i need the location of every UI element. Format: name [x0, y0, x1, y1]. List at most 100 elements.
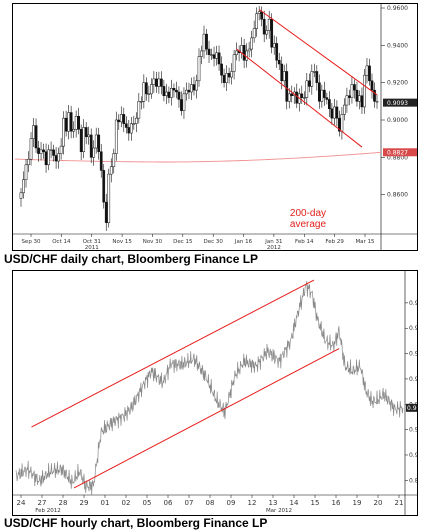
x-tick-label: Oct 31: [83, 239, 101, 245]
x-tick-label: 29: [80, 499, 89, 507]
candle: [175, 81, 178, 99]
x-year-label: 2011: [85, 245, 99, 250]
candle: [119, 106, 123, 128]
x-tick-label: Feb 29: [325, 239, 344, 245]
candle: [267, 10, 271, 39]
candle: [24, 159, 28, 188]
x-tick-label: Oct 14: [52, 239, 71, 245]
x-tick-label: 01: [101, 499, 110, 507]
candle: [82, 119, 86, 159]
x-tick-label: 05: [143, 499, 152, 507]
candle: [340, 106, 344, 140]
candle: [277, 52, 281, 71]
candle: [323, 81, 326, 106]
x-tick-label: Mar 15: [355, 239, 375, 245]
candle: [345, 87, 349, 113]
candle: [257, 6, 261, 21]
x-tick-label: 27: [38, 499, 47, 507]
candle: [287, 88, 291, 109]
candle: [170, 79, 173, 106]
candle: [32, 117, 35, 147]
x-tick-label: 08: [206, 499, 215, 507]
candle: [360, 87, 364, 115]
candle: [300, 85, 304, 105]
y-tick-label: 0.8800: [387, 154, 408, 161]
candle: [39, 141, 43, 161]
candle: [139, 96, 143, 110]
svg-text:0.8827: 0.8827: [387, 149, 408, 156]
candle: [310, 64, 314, 95]
candle: [92, 140, 96, 166]
y-tick-label: 0.9000: [409, 452, 417, 459]
hourly-chart-caption: USD/CHF hourly chart, Bloomberg Finance …: [4, 516, 268, 530]
candle: [72, 121, 75, 138]
candle: [102, 164, 106, 209]
candle: [27, 151, 30, 173]
x-tick-label: 14: [290, 499, 299, 507]
daily-chart-svg: 0.9600 0.9400 0.9200 0.9000 0.8800 0.8600 Sep…: [13, 4, 417, 250]
candle: [230, 63, 233, 85]
candle: [109, 158, 113, 183]
candle: [187, 82, 191, 100]
candle: [245, 43, 248, 68]
candle: [54, 147, 58, 169]
candle: [242, 38, 246, 69]
candle: [67, 104, 70, 140]
candle: [292, 87, 296, 104]
candle: [202, 25, 206, 59]
y-tick-label: 0.9600: [387, 5, 408, 12]
ma-200-line: [15, 151, 381, 163]
candle: [157, 71, 161, 94]
candle: [312, 63, 316, 78]
candle: [145, 77, 148, 101]
hourly-chart-svg: 0.93000.92500.92000.91500.91000.90500.90…: [13, 271, 417, 515]
candle: [255, 7, 259, 37]
candle: [129, 116, 133, 141]
candle: [52, 144, 55, 162]
candle: [107, 168, 111, 228]
candle: [22, 171, 25, 199]
candle: [150, 78, 153, 99]
candle: [134, 112, 138, 133]
trendline-upper: [31, 279, 315, 428]
candle: [212, 46, 216, 67]
candle: [74, 110, 78, 138]
candle: [132, 115, 136, 130]
annotation-200-day-average: 200-day: [290, 208, 326, 219]
x-tick-label: Jan 31: [264, 239, 282, 245]
x-tick-label: Sep 30: [21, 239, 41, 245]
candle: [370, 73, 374, 99]
candle: [275, 36, 279, 68]
candle: [210, 48, 213, 60]
candle: [122, 107, 126, 133]
candle: [373, 82, 376, 108]
hourly-chart-panel: 0.93000.92500.92000.91500.91000.90500.90…: [12, 270, 418, 516]
candle: [260, 6, 264, 27]
candle: [57, 147, 60, 169]
candle: [49, 141, 53, 159]
candle: [165, 83, 168, 105]
last-value-label: 0.9093: [406, 403, 417, 412]
candle: [240, 37, 243, 59]
y-tick-label: 0.9050: [409, 427, 417, 434]
candle: [84, 121, 88, 145]
candle: [44, 143, 48, 173]
candle: [330, 102, 334, 125]
candle: [155, 71, 158, 93]
candle: [89, 128, 93, 164]
annotation-200-day-average-line2: average: [290, 219, 327, 230]
candle: [270, 13, 274, 54]
x-tick-label: 15: [311, 499, 320, 507]
ma-value-label: 0.8827: [383, 148, 417, 156]
candle: [368, 58, 371, 86]
candle: [59, 138, 63, 160]
candle: [335, 100, 339, 127]
candle: [365, 58, 369, 84]
candle: [99, 143, 103, 178]
candle: [353, 79, 356, 99]
candle: [172, 83, 176, 98]
candle: [160, 71, 163, 95]
x-tick-label: 19: [353, 499, 362, 507]
y-tick-label: 0.9200: [387, 80, 408, 87]
candle: [147, 85, 151, 103]
